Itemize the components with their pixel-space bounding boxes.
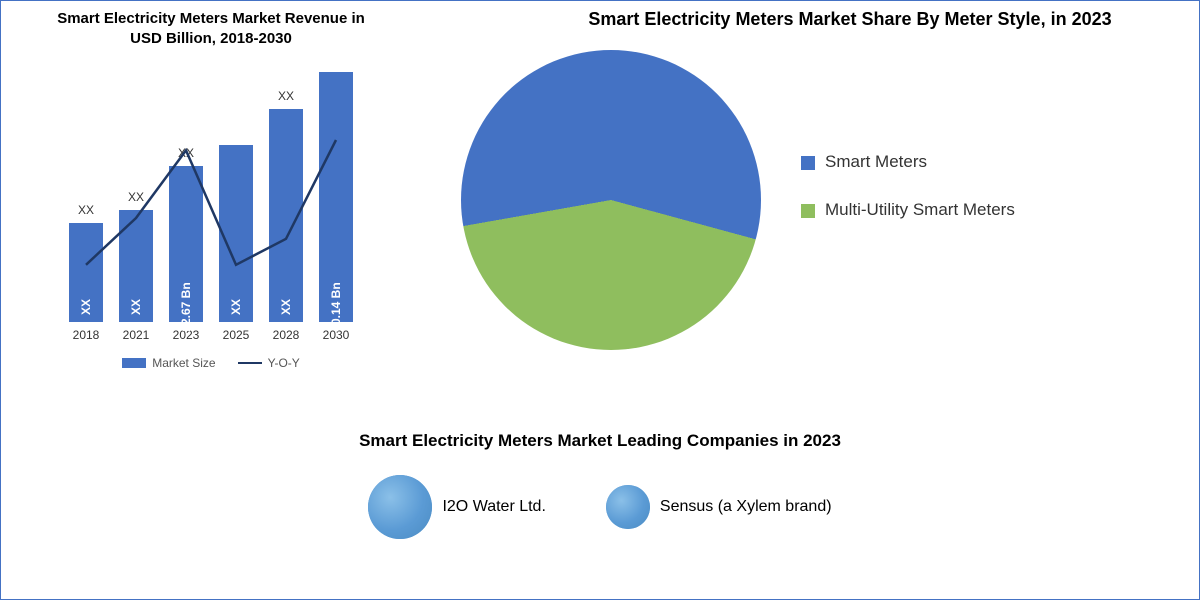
bar-inner-label: XX [229, 299, 243, 315]
bar-2028: XX XX [269, 109, 303, 322]
pie-legend-smart-meters: Smart Meters [801, 152, 1015, 172]
pie-chart-title: Smart Electricity Meters Market Share By… [461, 7, 1179, 32]
bar-top-label: XX [128, 190, 144, 204]
companies-row: I2O Water Ltd. Sensus (a Xylem brand) [21, 475, 1179, 539]
pie-chart-section: Smart Electricity Meters Market Share By… [401, 7, 1179, 427]
company-sensus: Sensus (a Xylem brand) [606, 485, 832, 529]
x-tick: 2021 [123, 328, 150, 342]
legend-swatch-line [238, 362, 262, 364]
legend-yoy: Y-O-Y [238, 356, 300, 370]
legend-label: Y-O-Y [268, 356, 300, 370]
legend-swatch-bar [122, 358, 146, 368]
legend-swatch [801, 156, 815, 170]
legend-market-size: Market Size [122, 356, 215, 370]
bar-top-label: XX [278, 89, 294, 103]
bar-inner-label: 40.14 Bn [329, 282, 343, 331]
pie-wrap: Smart Meters Multi-Utility Smart Meters [461, 50, 1179, 350]
pie-chart [461, 50, 761, 350]
company-label: I2O Water Ltd. [442, 497, 545, 518]
companies-section: Smart Electricity Meters Market Leading … [21, 431, 1179, 539]
bar-2030: 40.14 Bn [319, 72, 353, 322]
legend-label: Market Size [152, 356, 215, 370]
company-bubble [368, 475, 432, 539]
x-tick: 2028 [273, 328, 300, 342]
bar-2025: XX [219, 145, 253, 322]
legend-label: Smart Meters [825, 152, 927, 172]
bar-top-label: XX [178, 146, 194, 160]
revenue-chart-area: XX XX XX XX XX 22.67 Bn XX [61, 62, 361, 322]
bar-2021: XX XX [119, 210, 153, 322]
bar-2023: XX 22.67 Bn [169, 166, 203, 322]
bar-inner-label: XX [129, 299, 143, 315]
pie-legend-multi-utility: Multi-Utility Smart Meters [801, 200, 1015, 220]
legend-swatch [801, 204, 815, 218]
bar-inner-label: 22.67 Bn [179, 282, 193, 331]
bars-row: XX XX XX XX XX 22.67 Bn XX [61, 62, 361, 322]
revenue-chart-legend: Market Size Y-O-Y [21, 356, 401, 370]
report-container: Smart Electricity Meters Market Revenue … [0, 0, 1200, 600]
pie-legend: Smart Meters Multi-Utility Smart Meters [801, 152, 1015, 248]
bar-2018: XX XX [69, 223, 103, 322]
company-bubble [606, 485, 650, 529]
x-tick: 2018 [73, 328, 100, 342]
bar-inner-label: XX [279, 299, 293, 315]
revenue-chart-title: Smart Electricity Meters Market Revenue … [21, 7, 401, 50]
legend-label: Multi-Utility Smart Meters [825, 200, 1015, 220]
revenue-chart-section: Smart Electricity Meters Market Revenue … [21, 7, 401, 427]
x-axis: 2018 2021 2023 2025 2028 2030 [61, 328, 361, 342]
bar-inner-label: XX [79, 299, 93, 315]
companies-title: Smart Electricity Meters Market Leading … [21, 431, 1179, 451]
company-label: Sensus (a Xylem brand) [660, 497, 832, 518]
bar-top-label: XX [78, 203, 94, 217]
company-i2o: I2O Water Ltd. [368, 475, 545, 539]
top-row: Smart Electricity Meters Market Revenue … [21, 7, 1179, 427]
x-tick: 2025 [223, 328, 250, 342]
